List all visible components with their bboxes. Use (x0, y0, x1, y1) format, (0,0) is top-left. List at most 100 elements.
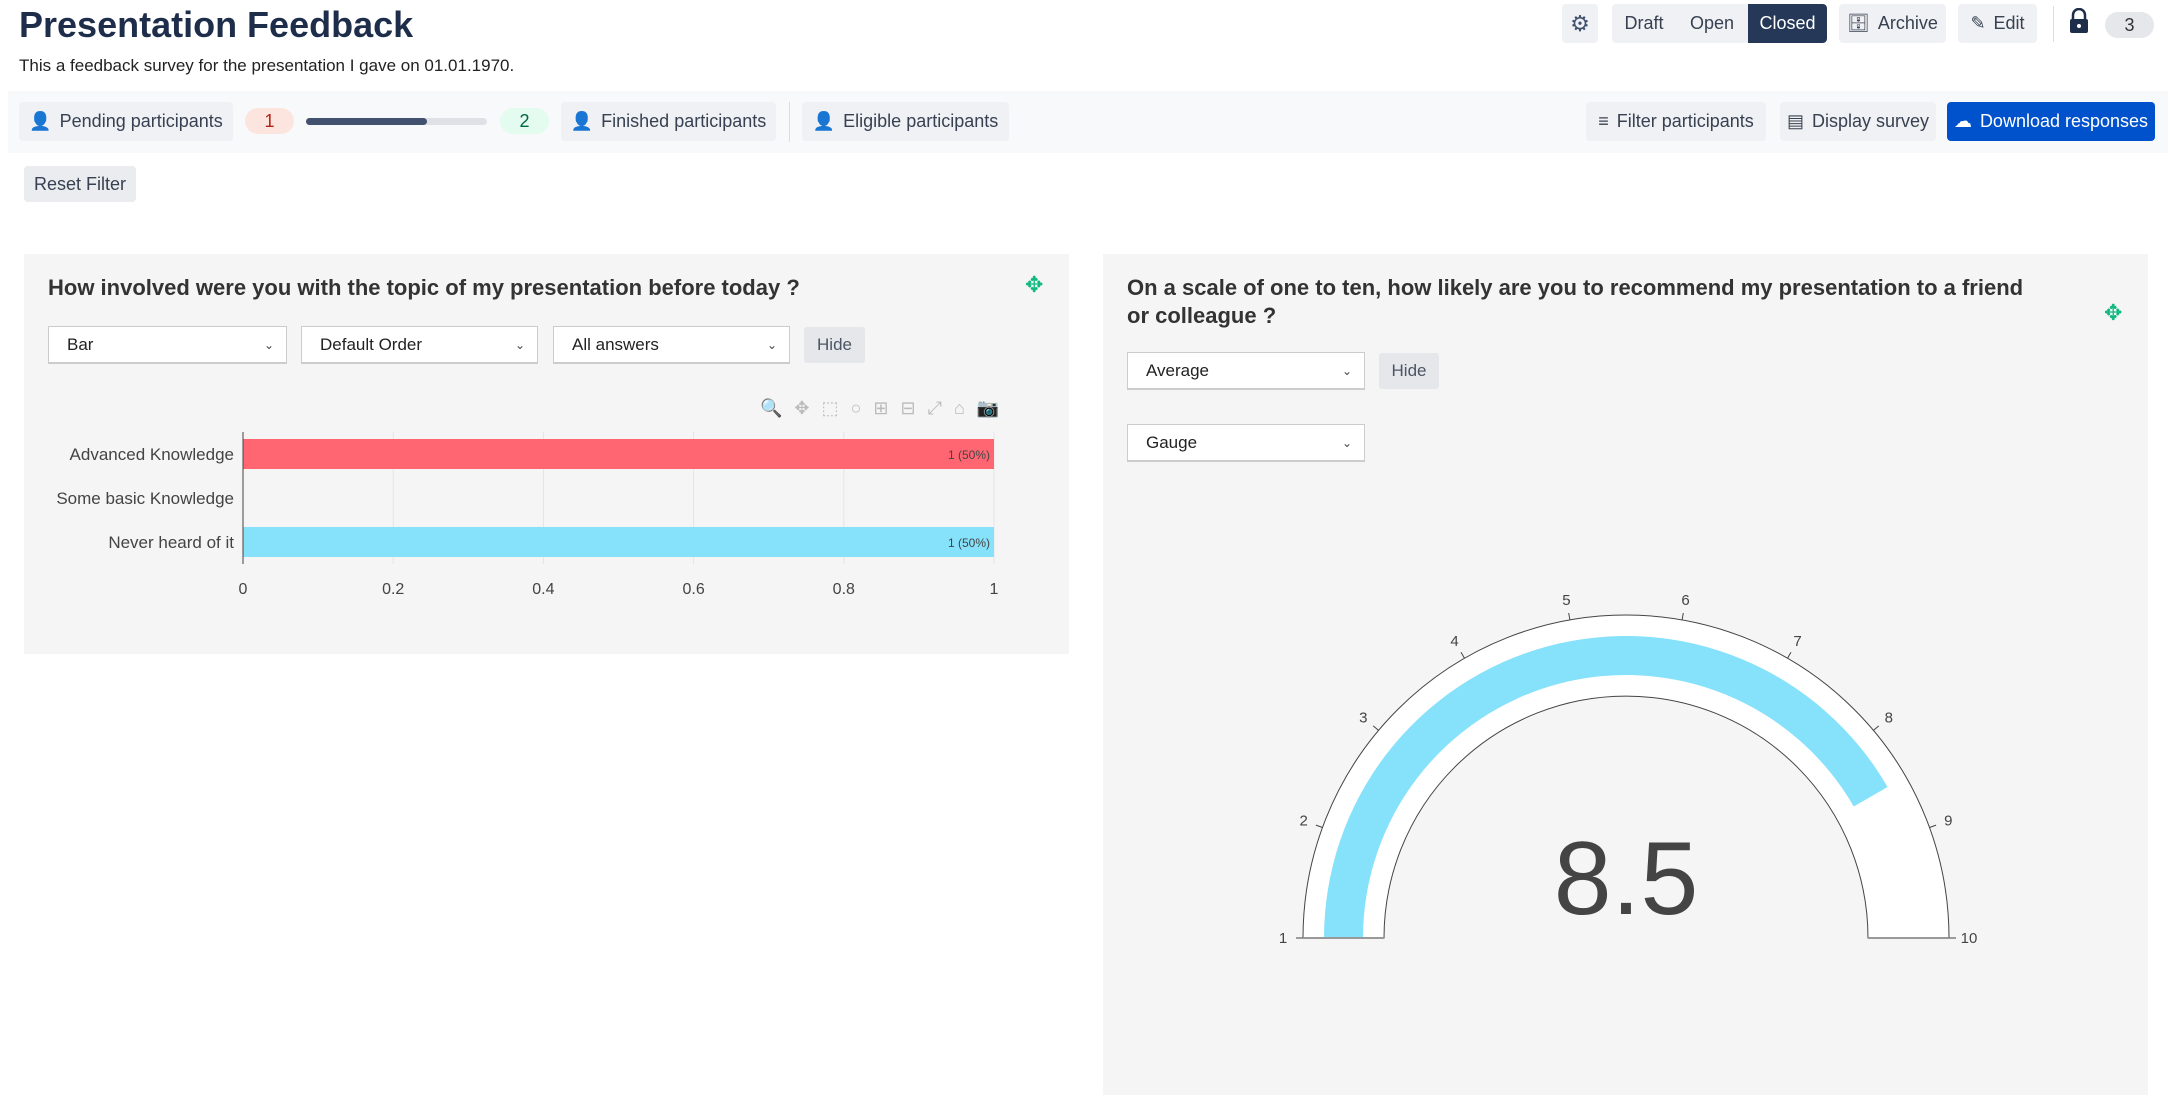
filter-label: Filter participants (1616, 111, 1754, 131)
filter-participants-button[interactable]: ≡ Filter participants (1586, 102, 1766, 141)
archive-icon: 🗄 (1847, 13, 1870, 33)
bar-chart: 0 0.2 0.4 0.6 0.8 1 Advanced Knowledge 1 (50%) S… (56, 432, 999, 598)
pencil-icon: ✎ (1970, 13, 1986, 33)
x-tick-label: 0.4 (532, 581, 554, 598)
zoom-in-icon[interactable]: ⊞ (873, 398, 889, 418)
x-tick-label: 0 (239, 581, 248, 598)
status-toggle: Draft Open Closed (1612, 4, 1827, 43)
cloud-download-icon: ☁ (1953, 111, 1972, 131)
move-icon[interactable]: ✥ (1025, 272, 1044, 297)
eligible-participants-button[interactable]: 👤 Eligible participants (802, 102, 1009, 141)
question-card-1: How involved were you with the topic of … (24, 254, 1069, 654)
gauge-tick-label: 5 (1562, 592, 1570, 609)
chevron-down-icon: ⌄ (1341, 435, 1352, 450)
page-title: Presentation Feedback (19, 4, 414, 45)
gauge-tick (1315, 824, 1323, 828)
edit-label: Edit (1993, 13, 2025, 33)
box-select-icon[interactable]: ⬚ (821, 398, 839, 418)
gauge-tick-label: 4 (1450, 633, 1458, 650)
gear-icon: ⚙ (1570, 10, 1590, 36)
bar (243, 527, 994, 557)
gauge-tick (1929, 824, 1937, 828)
gauge-tick (1372, 725, 1379, 731)
chevron-down-icon: ⌄ (1341, 363, 1352, 378)
finished-label: Finished participants (601, 111, 767, 131)
archive-button[interactable]: 🗄 Archive (1839, 4, 1946, 43)
pan-icon[interactable]: ✥ (794, 398, 810, 418)
chart-type-select[interactable]: Gauge ⌄ (1127, 424, 1365, 462)
x-tick-label: 0.2 (382, 581, 404, 598)
gauge-chart: 1 2 3 4 5 6 7 8 9 10 8.5 (1279, 592, 1978, 947)
gauge-tick-label: 7 (1793, 633, 1801, 650)
gauge-value-label: 8.5 (1554, 821, 1699, 937)
x-tick-label: 0.6 (682, 581, 704, 598)
gauge-tick-label: 6 (1681, 592, 1689, 609)
lock-icon[interactable] (2068, 7, 2090, 39)
home-icon[interactable]: ⌂ (954, 398, 965, 418)
gauge-tick (1460, 651, 1465, 659)
gauge-tick (1787, 651, 1792, 659)
edit-button[interactable]: ✎ Edit (1958, 4, 2037, 43)
gauge-tick-label: 1 (1279, 930, 1287, 947)
question-title: How involved were you with the topic of … (48, 275, 800, 300)
download-label: Download responses (1979, 111, 2149, 131)
gauge-tick-label: 9 (1944, 813, 1952, 830)
message-icon: ▤ (1786, 111, 1804, 131)
gauge-tick-label: 3 (1359, 710, 1367, 727)
gauge-tick (1568, 612, 1571, 620)
display-label: Display survey (1811, 111, 1930, 131)
progress-fill (306, 118, 428, 125)
divider (789, 102, 790, 142)
status-open[interactable]: Open (1689, 13, 1735, 33)
order-select[interactable]: Default Order ⌄ (301, 326, 538, 364)
chevron-down-icon: ⌄ (514, 337, 525, 352)
chevron-down-icon: ⌄ (263, 337, 274, 352)
zoom-out-icon[interactable]: ⊟ (900, 398, 916, 418)
finished-count-badge: 2 (500, 108, 549, 134)
user-check-icon: 👤 (570, 111, 594, 131)
reset-filter-button[interactable]: Reset Filter (24, 166, 136, 202)
summary-select[interactable]: Average ⌄ (1127, 352, 1365, 390)
gauge-tick-label: 2 (1300, 813, 1308, 830)
archive-label: Archive (1877, 13, 1938, 33)
question-card-2: On a scale of one to ten, how likely are… (1103, 254, 2148, 1095)
pending-participants-button[interactable]: 👤 Pending participants (19, 102, 233, 141)
divider (2053, 6, 2054, 42)
status-draft[interactable]: Draft (1624, 13, 1664, 33)
chart-type-select[interactable]: Bar ⌄ (48, 326, 287, 364)
answers-select[interactable]: All answers ⌄ (553, 326, 790, 364)
finished-participants-button[interactable]: 👤 Finished participants (561, 102, 776, 141)
question-title: On a scale of one to ten, how likely are… (1127, 275, 2024, 328)
count-badge: 3 (2105, 12, 2154, 38)
bar-data-label: 1 (50%) (948, 448, 990, 462)
bar-data-label: 1 (50%) (948, 536, 990, 550)
display-survey-button[interactable]: ▤ Display survey (1780, 102, 1936, 141)
lasso-icon[interactable]: ○ (850, 398, 862, 418)
user-icon: 👤 (812, 111, 836, 131)
chevron-down-icon: ⌄ (766, 337, 777, 352)
hide-button[interactable]: Hide (804, 327, 865, 363)
pending-count-badge: 1 (245, 108, 294, 134)
bar (243, 439, 994, 469)
y-category-label: Some basic Knowledge (56, 489, 234, 508)
camera-icon[interactable]: 📷 (976, 398, 1000, 418)
chart-modebar: 🔍 ✥ ⬚ ○ ⊞ ⊟ ⤢ ⌂ 📷 (760, 398, 999, 419)
x-tick-label: 0.8 (833, 581, 855, 598)
pending-label: Pending participants (59, 111, 223, 131)
y-category-label: Never heard of it (108, 533, 234, 552)
settings-button[interactable]: ⚙ (1562, 4, 1598, 43)
autoscale-icon[interactable]: ⤢ (927, 398, 942, 418)
download-responses-button[interactable]: ☁ Download responses (1947, 102, 2155, 141)
gauge-tick (1681, 612, 1684, 620)
zoom-icon[interactable]: 🔍 (760, 398, 783, 418)
user-x-icon: 👤 (29, 111, 52, 131)
x-tick-label: 1 (990, 581, 999, 598)
move-icon[interactable]: ✥ (2104, 300, 2123, 325)
y-category-label: Advanced Knowledge (70, 445, 234, 464)
gauge-value-bar (1324, 636, 1888, 938)
eligible-label: Eligible participants (843, 111, 999, 131)
page-subtitle: This a feedback survey for the presentat… (19, 56, 515, 75)
status-closed[interactable]: Closed (1748, 4, 1827, 43)
hide-button[interactable]: Hide (1379, 353, 1439, 389)
filter-icon: ≡ (1598, 111, 1609, 131)
